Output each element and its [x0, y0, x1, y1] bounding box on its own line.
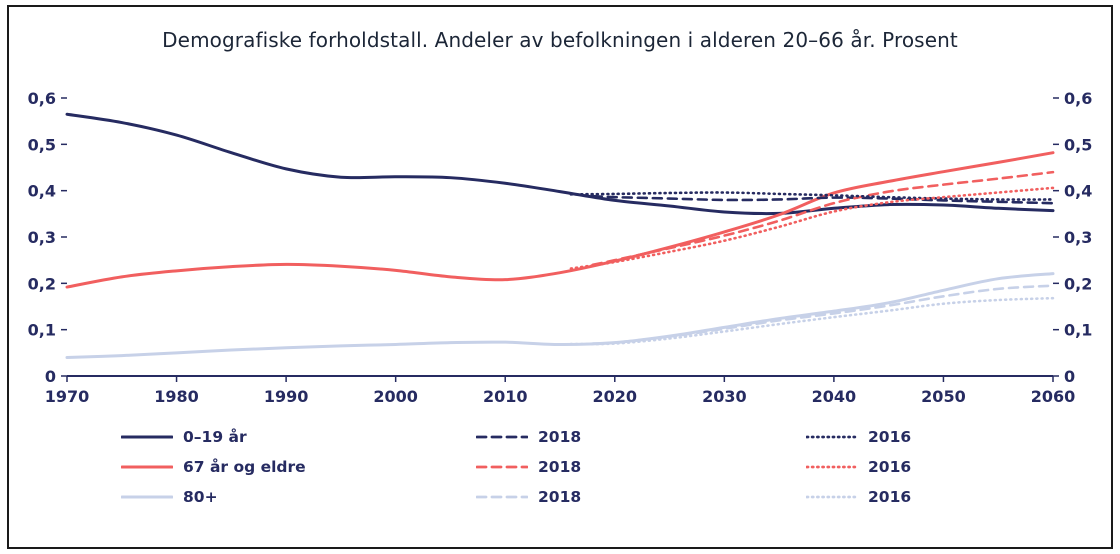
- legend-column-solid: 0–19 år 67 år og eldre 80+: [121, 426, 476, 516]
- y-axis-label-left: 0,3: [28, 228, 56, 247]
- legend-line-sample-solid: [121, 465, 173, 468]
- y-axis-label-right: 0: [1064, 367, 1075, 386]
- y-axis-label-left: 0,1: [28, 321, 56, 340]
- legend-line-sample-dotted: [806, 435, 858, 438]
- legend-line-sample-dashed: [476, 435, 528, 438]
- series-age-0-19-2018: [591, 194, 1055, 205]
- series-age-80-2016: [569, 296, 1055, 346]
- series-age-0-19-main: [65, 112, 1055, 216]
- x-axis-label: 2010: [483, 387, 528, 406]
- legend-line-sample-solid: [121, 435, 173, 438]
- y-axis-label-left: 0: [45, 367, 56, 386]
- y-axis-label-left: 0,5: [28, 135, 56, 154]
- series-age-67-2018: [591, 170, 1055, 267]
- legend-item: 0–19 år: [121, 426, 476, 447]
- x-axis-label: 1970: [45, 387, 90, 406]
- legend-column-dashed: 2018 2018 2018: [476, 426, 806, 516]
- x-axis-label: 2030: [702, 387, 747, 406]
- x-axis-label: 2050: [921, 387, 966, 406]
- legend-item: 2018: [476, 486, 806, 507]
- legend-label: 2016: [868, 457, 912, 476]
- legend-item: 2018: [476, 426, 806, 447]
- legend-line-sample-dashed: [476, 495, 528, 498]
- legend-label: 80+: [183, 487, 218, 506]
- x-axis-label: 2000: [373, 387, 418, 406]
- series-age-67-2016: [569, 186, 1055, 270]
- legend-label: 2016: [868, 427, 912, 446]
- legend-line-sample-dashed: [476, 465, 528, 468]
- series-age-80-main: [65, 272, 1055, 359]
- x-axis-label: 1980: [154, 387, 199, 406]
- legend-label: 2018: [538, 487, 582, 506]
- y-axis-label-right: 0,1: [1064, 321, 1092, 340]
- legend-line-sample-dotted: [806, 465, 858, 468]
- series-age-0-19-2016: [569, 191, 1055, 201]
- y-axis-label-right: 0,4: [1064, 182, 1092, 201]
- y-axis-label-right: 0,3: [1064, 228, 1092, 247]
- chart-frame: Demografiske forholdstall. Andeler av be…: [7, 5, 1113, 549]
- legend-item: 2016: [806, 426, 911, 447]
- series-age-67-main: [65, 151, 1055, 289]
- legend-label: 2018: [538, 457, 582, 476]
- legend-item: 67 år og eldre: [121, 456, 476, 477]
- chart-legend: 0–19 år 67 år og eldre 80+ 2018 2018 2018 2016…: [9, 426, 1111, 516]
- legend-label: 2018: [538, 427, 582, 446]
- y-axis-label-left: 0,6: [28, 89, 56, 108]
- x-axis-label: 2020: [593, 387, 638, 406]
- legend-item: 2018: [476, 456, 806, 477]
- x-axis-label: 1990: [264, 387, 309, 406]
- legend-line-sample-solid: [121, 495, 173, 498]
- legend-label: 67 år og eldre: [183, 457, 306, 476]
- y-axis-label-left: 0,2: [28, 274, 56, 293]
- series-age-80-2018: [591, 284, 1055, 345]
- x-axis-label: 2060: [1031, 387, 1076, 406]
- legend-line-sample-dotted: [806, 495, 858, 498]
- y-axis-label-right: 0,6: [1064, 89, 1092, 108]
- line-chart-svg: 0 0 0,1 0,1 0,2 0,2 0,3 0,3 0,4 0,4 0,5 0,5 0,6 0,6 19…: [28, 89, 1093, 406]
- legend-label: 2016: [868, 487, 912, 506]
- legend-label: 0–19 år: [183, 427, 247, 446]
- legend-item: 2016: [806, 486, 911, 507]
- y-axis-label-left: 0,4: [28, 182, 56, 201]
- chart-title: Demografiske forholdstall. Andeler av be…: [162, 28, 958, 52]
- x-axis-label: 2040: [812, 387, 857, 406]
- legend-item: 80+: [121, 486, 476, 507]
- legend-item: 2016: [806, 456, 911, 477]
- y-axis-label-right: 0,2: [1064, 274, 1092, 293]
- legend-column-dotted: 2016 2016 2016: [806, 426, 911, 516]
- y-axis-label-right: 0,5: [1064, 135, 1092, 154]
